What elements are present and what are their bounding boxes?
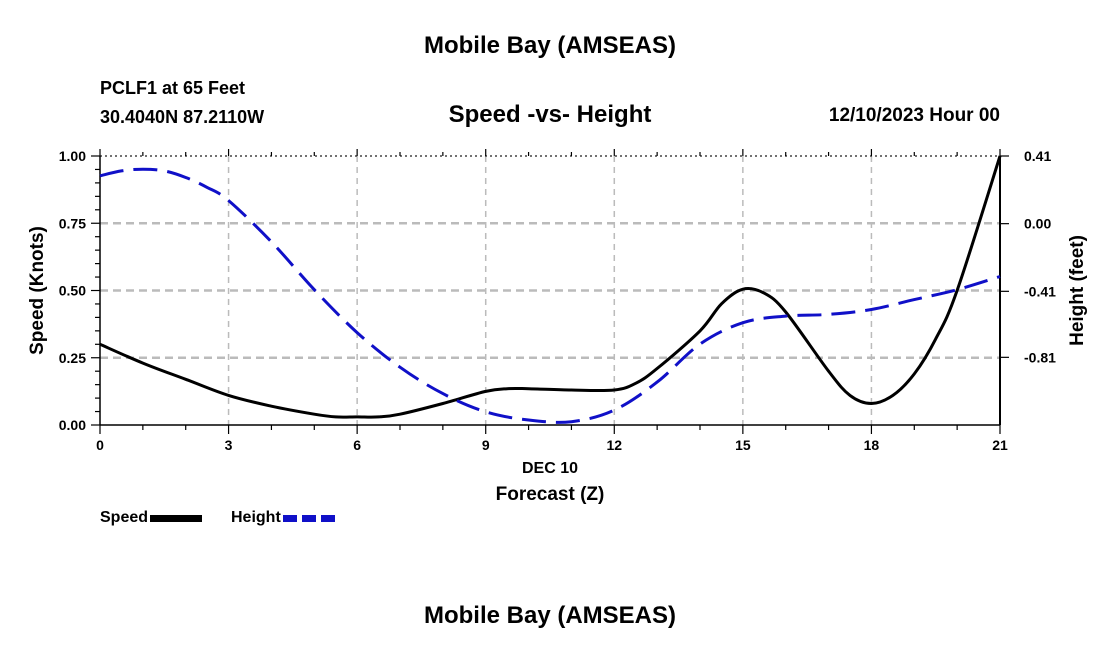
x-tick-label: 15 bbox=[735, 437, 751, 453]
y-tick-label: 0.25 bbox=[59, 350, 86, 366]
legend-speed: Speed bbox=[100, 509, 203, 527]
station-label: PCLF1 at 65 Feet bbox=[100, 78, 246, 98]
x-tick-label: 21 bbox=[992, 437, 1008, 453]
y-tick-label: 0.50 bbox=[59, 283, 86, 299]
station-coordinates: 30.4040N 87.2110W bbox=[100, 107, 265, 127]
y2-tick-label: -0.81 bbox=[1024, 349, 1056, 365]
legend-speed-swatch bbox=[150, 514, 203, 522]
x-tick-label: 6 bbox=[353, 437, 361, 453]
y2-tick-label: 0.41 bbox=[1024, 148, 1051, 164]
y-tick-label: 0.75 bbox=[59, 215, 86, 231]
height-series-line bbox=[99, 167, 1001, 424]
x-tick-label: 0 bbox=[96, 437, 104, 453]
x-axis-date-label: DEC 10 bbox=[522, 460, 578, 477]
forecast-date: 12/10/2023 Hour 00 bbox=[828, 105, 1000, 126]
x-tick-label: 9 bbox=[482, 437, 490, 453]
y-tick-label: 1.00 bbox=[59, 148, 86, 164]
x-axis-title: Forecast (Z) bbox=[496, 484, 605, 505]
y2-tick-label: -0.41 bbox=[1024, 283, 1056, 299]
y-tick-label: 0.00 bbox=[59, 417, 86, 433]
legend-height: Height bbox=[231, 509, 335, 527]
chart-main-title: Mobile Bay (AMSEAS) bbox=[423, 32, 677, 59]
footer-title: Mobile Bay (AMSEAS) bbox=[423, 602, 677, 629]
y2-tick-label: 0.00 bbox=[1024, 216, 1051, 232]
x-tick-label: 12 bbox=[606, 437, 622, 453]
y-axis-title: Speed (Knots) bbox=[27, 226, 48, 355]
chart-subtitle: Speed -vs- Height bbox=[448, 101, 652, 128]
speed-series-line bbox=[99, 155, 1002, 419]
legend-height-swatch bbox=[282, 514, 335, 522]
legend-height-label: Height bbox=[231, 509, 281, 526]
y2-axis-title: Height (feet) bbox=[1067, 235, 1088, 346]
x-tick-label: 18 bbox=[864, 437, 880, 453]
legend-speed-label: Speed bbox=[100, 509, 149, 526]
x-tick-label: 3 bbox=[225, 437, 233, 453]
